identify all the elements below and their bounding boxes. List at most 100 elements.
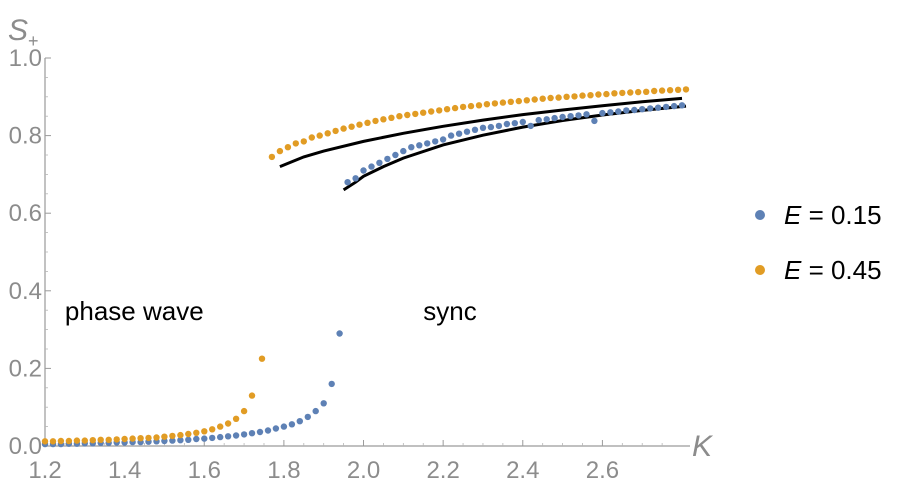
data-point-series-2 [97, 436, 104, 443]
data-point-series-2 [396, 113, 403, 120]
x-tick-label: 1.4 [108, 457, 141, 484]
data-point-series-2 [129, 435, 136, 442]
data-point-series-2 [121, 435, 128, 443]
data-point-series-1 [384, 155, 391, 163]
y-tick-label: 1.0 [9, 45, 42, 72]
data-point-series-2 [185, 430, 192, 438]
data-point-series-1 [591, 117, 598, 125]
data-point-series-2 [232, 415, 240, 422]
data-point-series-2 [643, 88, 650, 96]
data-point-series-1 [495, 122, 503, 130]
data-point-series-2 [547, 94, 554, 102]
data-point-series-2 [603, 90, 610, 98]
data-point-series-2 [587, 92, 594, 99]
data-point-series-1 [376, 159, 383, 166]
annotations: phase wave sync [65, 296, 477, 326]
axes [44, 57, 690, 447]
y-axis-label-main: S [8, 14, 28, 47]
data-point-series-2 [145, 434, 152, 442]
x-tick-label: 1.8 [267, 457, 300, 484]
legend-item-1: E = 0.15 [755, 200, 882, 230]
data-point-series-1 [416, 142, 423, 149]
data-point-series-2 [153, 434, 160, 441]
data-point-series-2 [193, 429, 200, 436]
y-tick-label: 0.8 [9, 123, 42, 150]
data-point-series-1 [487, 123, 495, 131]
data-point-series-1 [400, 147, 407, 155]
data-point-series-2 [523, 97, 530, 104]
y-axis-label: S+ [8, 14, 39, 51]
data-point-series-1 [479, 124, 487, 131]
data-point-series-1 [320, 400, 327, 407]
data-point-series-2 [507, 98, 514, 106]
data-point-series-1 [527, 122, 534, 130]
data-point-series-2 [177, 431, 184, 439]
data-point-series-1 [209, 434, 216, 442]
data-point-series-1 [447, 132, 455, 139]
legend-item-2: E = 0.45 [755, 255, 882, 285]
x-tick-label: 1.6 [188, 457, 221, 484]
data-point-series-2 [539, 95, 546, 102]
data-point-series-1 [463, 128, 471, 135]
data-point-series-2 [420, 109, 427, 116]
data-point-series-2 [268, 153, 276, 161]
data-point-series-2 [81, 437, 89, 444]
data-point-series-1 [511, 120, 518, 127]
annotation-2: sync [423, 296, 476, 326]
data-point-series-1 [631, 106, 638, 114]
data-point-series-1 [185, 436, 192, 443]
data-point-series-2 [666, 87, 674, 94]
data-point-series-2 [292, 140, 299, 147]
data-point-series-1 [248, 430, 256, 437]
data-point-series-1 [424, 140, 431, 147]
data-point-series-1 [344, 179, 351, 186]
data-point-series-2 [555, 94, 562, 101]
data-point-series-1 [439, 136, 447, 143]
x-tick-label: 2.0 [347, 457, 380, 484]
theory-curve-3 [342, 104, 687, 192]
data-point-series-2 [451, 104, 459, 112]
data-point-series-2 [531, 96, 538, 103]
data-point-series-2 [388, 114, 395, 122]
data-point-series-2 [308, 134, 315, 141]
data-point-series-1 [296, 418, 303, 425]
theory-curve-2 [279, 96, 683, 168]
data-point-series-1 [615, 108, 622, 115]
data-point-series-2 [682, 86, 690, 93]
x-tick-label: 1.2 [28, 457, 61, 484]
data-point-series-1 [503, 120, 511, 128]
data-point-series-1 [599, 109, 606, 117]
data-point-series-2 [332, 127, 339, 135]
data-point-series-2 [161, 433, 168, 440]
y-tick-label: 0.6 [9, 200, 42, 227]
data-point-series-2 [563, 93, 570, 101]
data-point-series-1 [535, 116, 542, 124]
data-point-series-2 [674, 86, 682, 94]
data-point-series-1 [471, 126, 479, 133]
data-point-series-2 [404, 111, 411, 119]
data-point-series-2 [224, 420, 232, 427]
data-point-series-1 [432, 138, 439, 145]
data-point-series-2 [651, 87, 658, 95]
data-point-series-2 [217, 423, 224, 430]
data-point-series-1 [519, 118, 526, 126]
data-point-series-2 [169, 432, 176, 440]
data-point-series-2 [201, 428, 208, 435]
data-point-series-2 [276, 147, 284, 155]
data-point-series-2 [41, 438, 49, 445]
data-point-series-1 [559, 113, 566, 121]
legend-label-1: E = 0.15 [784, 200, 882, 230]
data-point-series-1 [368, 163, 375, 170]
legend-label-2: E = 0.45 [784, 255, 882, 285]
data-point-series-1 [623, 107, 630, 114]
data-point-series-1 [224, 433, 232, 440]
data-point-series-1 [232, 432, 240, 439]
x-tick-label: 2.6 [586, 457, 619, 484]
data-point-series-2 [324, 130, 331, 137]
data-point-series-2 [348, 123, 355, 130]
data-point-series-1 [408, 144, 415, 151]
data-point-series-2 [428, 108, 435, 115]
data-point-series-1 [583, 111, 590, 118]
data-point-series-2 [49, 438, 57, 445]
